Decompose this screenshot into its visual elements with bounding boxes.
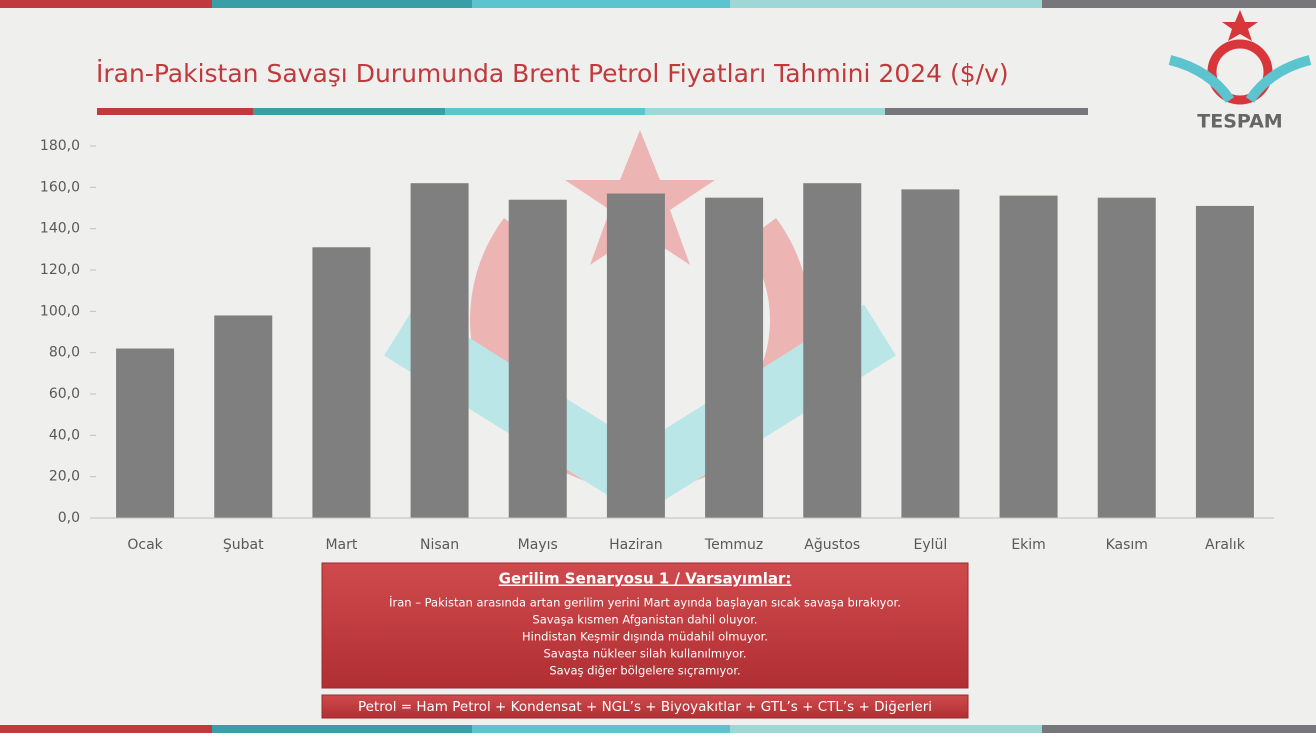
x-tick-label: Ağustos [804, 537, 860, 553]
y-tick-label: 20,0 [49, 469, 80, 485]
scenario-line: Hindistan Keşmir dışında müdahil olmuyor… [522, 630, 768, 644]
bar [705, 197, 764, 518]
y-tick-label: 140,0 [40, 221, 80, 237]
x-tick-label: Kasım [1106, 537, 1148, 553]
bar [1195, 205, 1254, 518]
y-tick-label: 100,0 [40, 303, 80, 319]
bar [410, 183, 469, 518]
bar [803, 183, 862, 518]
scenario-line: Savaş diğer bölgelere sıçramıyor. [549, 664, 740, 678]
x-tick-label: Mart [325, 537, 357, 553]
footer-box [321, 694, 969, 719]
bar [606, 193, 665, 519]
y-tick-label: 40,0 [49, 427, 80, 443]
x-tick-label: Ocak [127, 537, 163, 553]
y-tick-label: 160,0 [40, 179, 80, 195]
footer-text: Petrol = Ham Petrol + Kondensat + NGL’s … [358, 699, 932, 715]
x-tick-label: Mayıs [518, 537, 558, 553]
y-tick-label: 0,0 [58, 510, 80, 526]
x-tick-label: Şubat [223, 537, 264, 553]
logo-text: TESPAM [1197, 111, 1282, 133]
bar [312, 247, 371, 518]
scenario-title: Gerilim Senaryosu 1 / Varsayımlar: [499, 570, 792, 588]
x-tick-label: Temmuz [704, 537, 763, 553]
y-tick-label: 60,0 [49, 386, 80, 402]
bar [508, 199, 567, 518]
x-tick-label: Aralık [1205, 537, 1246, 553]
y-tick-label: 80,0 [49, 345, 80, 361]
scenario-line: İran – Pakistan arasında artan gerilim y… [389, 595, 901, 610]
title-stripe [97, 108, 1088, 115]
bar [214, 315, 273, 518]
y-tick-label: 180,0 [40, 138, 80, 154]
y-tick-label: 120,0 [40, 262, 80, 278]
x-tick-label: Ekim [1011, 537, 1045, 553]
x-tick-label: Eylül [914, 537, 948, 553]
bottom-stripe [0, 725, 1316, 733]
x-tick-label: Haziran [609, 537, 663, 553]
scenario-line: Savaşta nükleer silah kullanılmıyor. [543, 647, 746, 661]
top-stripe [0, 0, 1316, 8]
bar [1097, 197, 1156, 518]
scenario-box [321, 562, 969, 689]
bar [999, 195, 1058, 518]
x-tick-label: Nisan [420, 537, 459, 553]
logo: TESPAM [1168, 10, 1312, 133]
chart-title: İran-Pakistan Savaşı Durumunda Brent Pet… [96, 59, 1009, 88]
bar [901, 189, 960, 518]
bar [116, 348, 175, 518]
scenario-line: Savaşa kısmen Afganistan dahil oluyor. [532, 613, 757, 627]
